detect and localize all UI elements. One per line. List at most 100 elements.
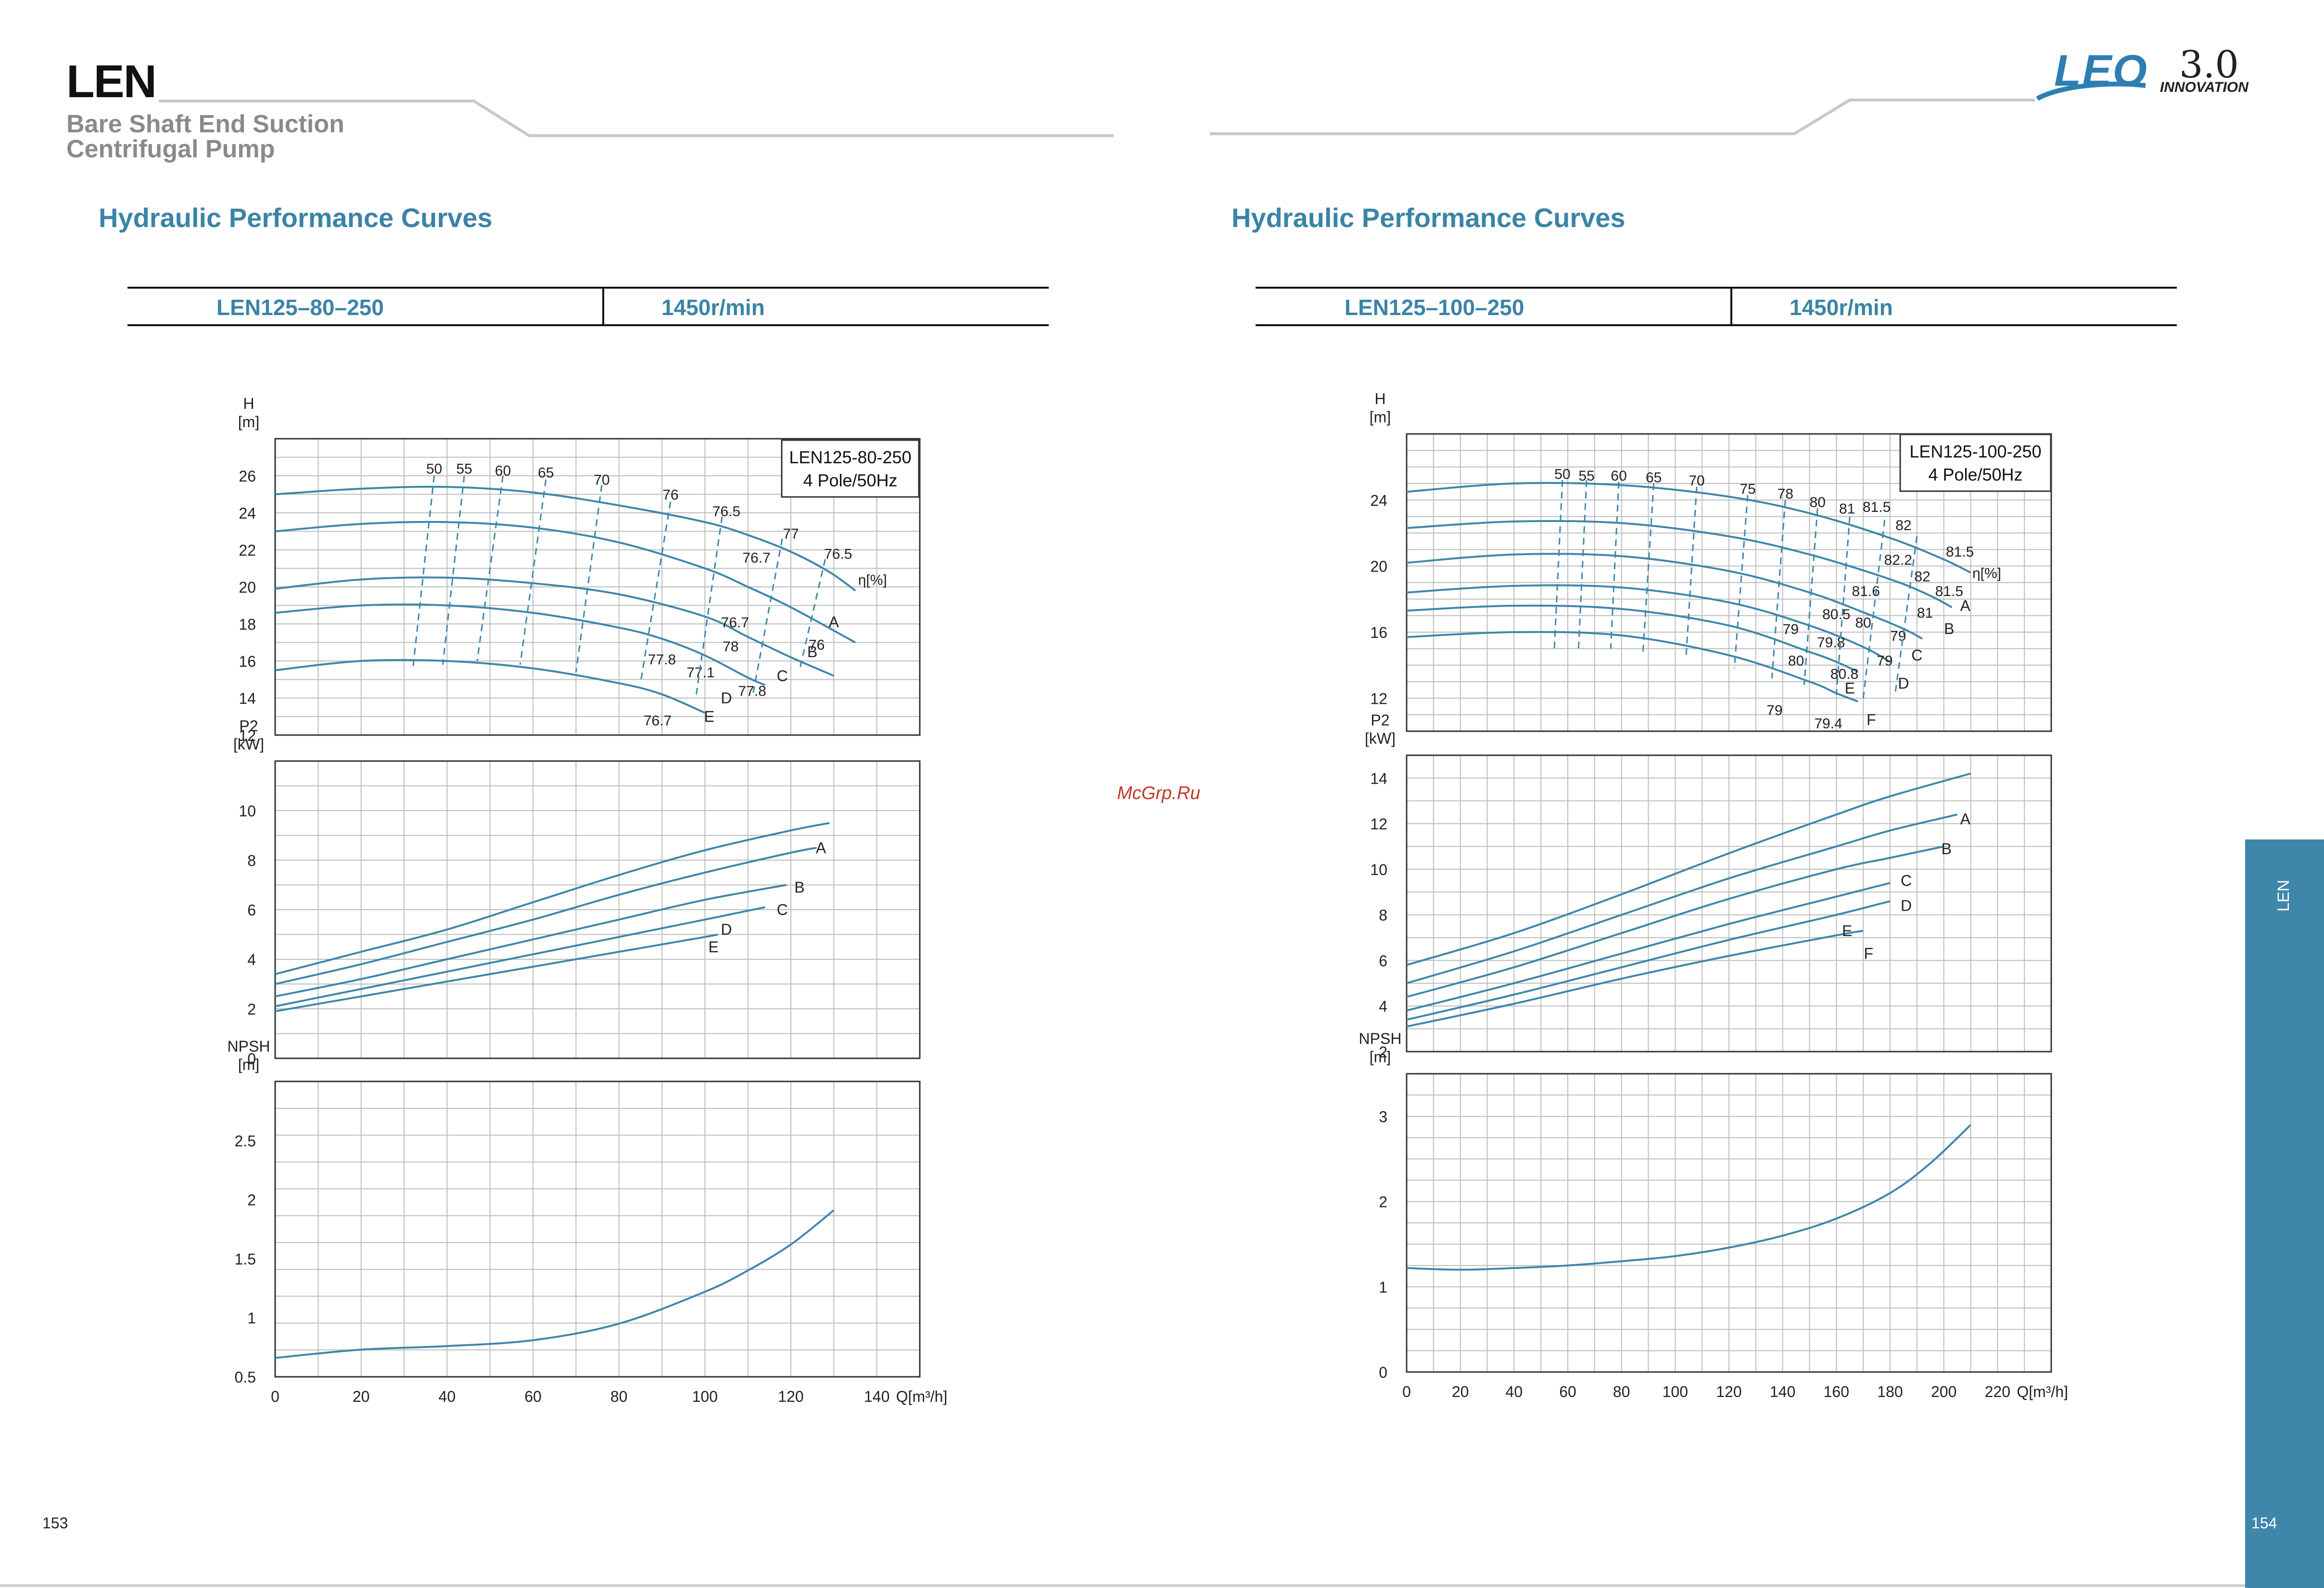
curve-label: D — [1901, 897, 1912, 915]
x-tick-label: 20 — [353, 1388, 370, 1405]
curve-d — [1406, 584, 1891, 663]
efficiency-label: 60 — [1611, 468, 1626, 484]
x-tick-label: 100 — [692, 1388, 718, 1405]
curve-a — [275, 485, 856, 592]
y-tick-label: 1 — [247, 1309, 256, 1327]
y-tick-label: 14 — [239, 690, 256, 707]
plot-frame — [274, 438, 921, 736]
efficiency-label: 78 — [1778, 486, 1793, 502]
efficiency-label: 82 — [1914, 569, 1930, 584]
y-tick-label: 2 — [247, 1192, 256, 1209]
model-name-left: LEN125–80–250 — [216, 295, 384, 320]
y-tick-label: 10 — [1370, 861, 1387, 878]
x-tick-label: 40 — [439, 1388, 456, 1405]
curve-npsh — [1406, 1124, 1971, 1271]
series-subtitle-line2: Centrifugal Pump — [66, 135, 275, 163]
curve-b — [275, 847, 817, 985]
curve-label: A — [1960, 597, 1971, 614]
curve-label: B — [1942, 840, 1952, 857]
y-axis-label: NPSH — [1359, 1030, 1402, 1047]
efficiency-label: 80.8 — [1830, 666, 1858, 682]
efficiency-isoline — [1835, 516, 1851, 695]
curve-f — [1406, 631, 1858, 703]
curve-b — [1406, 520, 1953, 609]
header-rule-right — [1210, 99, 2035, 135]
curve-e — [275, 659, 706, 714]
x-tick-label: 80 — [610, 1388, 628, 1405]
efficiency-label: 76.7 — [721, 615, 749, 631]
curve-e — [275, 933, 718, 1013]
efficiency-label: 77.8 — [648, 652, 676, 668]
curve-label: F — [1867, 711, 1876, 728]
x-tick-label: 140 — [864, 1388, 889, 1405]
efficiency-isoline — [575, 485, 603, 673]
curve-b — [1406, 813, 1958, 984]
p2-panel: 0 2 4 6 8 10 P2[kW] A BC DE — [233, 717, 921, 1067]
plot-frame — [1406, 754, 2052, 1053]
x-tick-label: 80 — [1613, 1383, 1630, 1400]
brand-tagline: INNOVATION — [2160, 79, 2248, 95]
series-subtitle-line1: Bare Shaft End Suction — [66, 110, 344, 138]
x-tick-label: 20 — [1452, 1383, 1469, 1400]
x-tick-label: 220 — [1985, 1383, 2010, 1400]
efficiency-isoline — [751, 538, 783, 699]
efficiency-label: 81.5 — [1935, 584, 1963, 599]
y-tick-label: 12 — [1370, 690, 1387, 707]
curve-label: B — [807, 643, 817, 661]
efficiency-label: 80.5 — [1822, 607, 1850, 622]
efficiency-label: 77.8 — [738, 684, 766, 699]
x-tick-label: 120 — [778, 1388, 803, 1405]
efficiency-isoline — [1610, 482, 1620, 649]
curve-label: E — [1845, 680, 1855, 697]
y-tick-label: 2.5 — [235, 1132, 256, 1150]
curve-c — [1406, 553, 1923, 640]
x-axis-label: Q[m³/h] — [896, 1388, 948, 1405]
x-axis-label: Q[m³/h] — [2017, 1383, 2068, 1400]
curve-label: A — [829, 613, 839, 631]
curve-d — [275, 603, 766, 686]
curve-e — [1406, 604, 1858, 673]
npsh-panel: 0.5 1 1.5 2 2.5 NPSH[m] — [228, 1038, 921, 1386]
y-tick-label: 1.5 — [235, 1250, 256, 1268]
legend-box — [781, 439, 920, 498]
y-tick-label: 2 — [247, 1001, 256, 1018]
series-title: LEN — [66, 56, 157, 107]
y-tick-label: 12 — [239, 727, 256, 744]
speed-right: 1450r/min — [1790, 295, 1893, 320]
x-tick-label: 60 — [524, 1388, 542, 1405]
curve-label: E — [1842, 922, 1852, 940]
efficiency-isoline — [639, 501, 672, 684]
y-tick-label: 10 — [239, 802, 256, 820]
efficiency-label: 76 — [809, 637, 825, 653]
efficiency-isoline — [412, 475, 435, 671]
efficiency-label: 76.7 — [644, 713, 672, 729]
legend-model: LEN125-100-250 — [1909, 442, 2041, 461]
efficiency-label: 50 — [426, 461, 442, 477]
efficiency-label: 81 — [1917, 605, 1933, 621]
curve-label: B — [794, 879, 804, 896]
legend-model: LEN125-80-250 — [789, 447, 911, 467]
x-tick-label: 120 — [1716, 1383, 1741, 1400]
y-axis-unit: [m] — [238, 1056, 259, 1073]
y-axis-label: NPSH — [228, 1038, 270, 1055]
curve-label: A — [1960, 811, 1971, 828]
y-axis-unit: [kW] — [1365, 730, 1396, 747]
efficiency-label: η[%] — [1972, 565, 2001, 581]
efficiency-label: 76 — [662, 487, 678, 503]
curve-label: C — [777, 901, 788, 918]
y-tick-label: 0 — [247, 1050, 256, 1067]
efficiency-isoline — [1894, 536, 1918, 692]
x-tick-label: 140 — [1770, 1383, 1795, 1400]
y-axis-label: P2 — [239, 717, 258, 735]
y-tick-label: 20 — [1370, 558, 1387, 575]
curve-label: D — [721, 921, 732, 938]
curve-c — [275, 884, 787, 998]
y-tick-label: 0.5 — [235, 1369, 256, 1386]
x-tick-label: 160 — [1824, 1383, 1849, 1400]
y-tick-label: 24 — [1370, 492, 1387, 509]
y-axis-label: H — [243, 395, 254, 412]
y-tick-label: 1 — [1379, 1279, 1387, 1296]
